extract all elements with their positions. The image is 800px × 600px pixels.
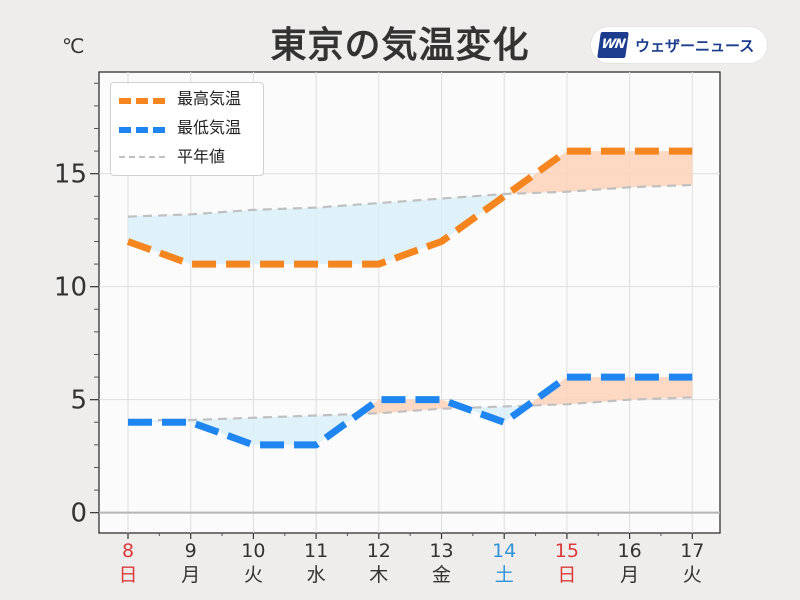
x-tick-label-day: 10 xyxy=(241,540,265,562)
x-tick-label-weekday: 土 xyxy=(495,564,514,586)
deviation-fill-high xyxy=(128,214,191,265)
legend-label-low: 最低気温 xyxy=(177,118,242,137)
x-tick-label-weekday: 月 xyxy=(181,564,200,586)
page-title: 東京の気温変化 xyxy=(270,25,530,66)
legend-swatch-high xyxy=(119,98,165,104)
deviation-fill-high xyxy=(190,209,254,265)
x-tick-label-day: 9 xyxy=(185,540,197,562)
legend-swatch-low xyxy=(119,127,165,133)
normal-line-low xyxy=(128,396,693,422)
deviation-fill-low xyxy=(527,377,567,406)
x-tick-label-weekday: 日 xyxy=(118,564,137,586)
chart-legend: 最高気温 最低気温 平年値 xyxy=(110,82,264,176)
legend-label-high: 最高気温 xyxy=(177,89,242,108)
x-tick-label-day: 12 xyxy=(367,540,391,562)
x-tick-label-day: 15 xyxy=(555,540,579,562)
x-tick-label-day: 13 xyxy=(429,540,453,562)
x-tick-label-weekday: 木 xyxy=(369,564,388,586)
deviation-fill-high xyxy=(316,203,379,265)
x-tick-label-weekday: 水 xyxy=(307,564,326,586)
x-tick-label-weekday: 金 xyxy=(432,564,451,586)
legend-item-normal: 平年値 xyxy=(119,147,259,167)
y-tick-label: 5 xyxy=(70,386,87,416)
deviation-fill-high xyxy=(378,198,442,265)
legend-item-high: 最高気温 xyxy=(119,89,259,109)
y-tick-label: 0 xyxy=(70,499,87,529)
brand-name: ウェザーニュース xyxy=(635,37,755,55)
legend-label-normal: 平年値 xyxy=(177,147,226,166)
legend-item-low: 最低気温 xyxy=(119,118,259,138)
x-tick-label-day: 11 xyxy=(304,540,328,562)
x-tick-label-weekday: 月 xyxy=(620,564,639,586)
deviation-fill-low xyxy=(504,405,528,423)
deviation-fill-high xyxy=(566,151,630,192)
x-tick-label-day: 17 xyxy=(680,540,704,562)
x-tick-label-weekday: 火 xyxy=(244,564,263,586)
y-axis-unit: ℃ xyxy=(62,34,85,58)
legend-swatch-normal xyxy=(119,156,165,158)
y-tick-label: 15 xyxy=(54,160,87,190)
y-tick-label: 10 xyxy=(54,273,87,303)
deviation-fill-high xyxy=(253,207,317,265)
x-tick-label-day: 8 xyxy=(122,540,134,562)
deviation-fill-low xyxy=(566,377,630,405)
x-tick-label-day: 14 xyxy=(492,540,516,562)
deviation-fill-high xyxy=(629,151,693,188)
deviation-fill-low xyxy=(629,377,693,400)
x-tick-label-day: 16 xyxy=(618,540,642,562)
normal-line-high xyxy=(127,183,693,218)
brand-badge[interactable]: WN ウェザーニュース xyxy=(591,27,767,63)
deviation-fill-low xyxy=(253,415,317,445)
x-tick-label-weekday: 火 xyxy=(683,564,702,586)
x-tick-label-weekday: 日 xyxy=(557,564,576,586)
series-line-high xyxy=(126,147,693,268)
